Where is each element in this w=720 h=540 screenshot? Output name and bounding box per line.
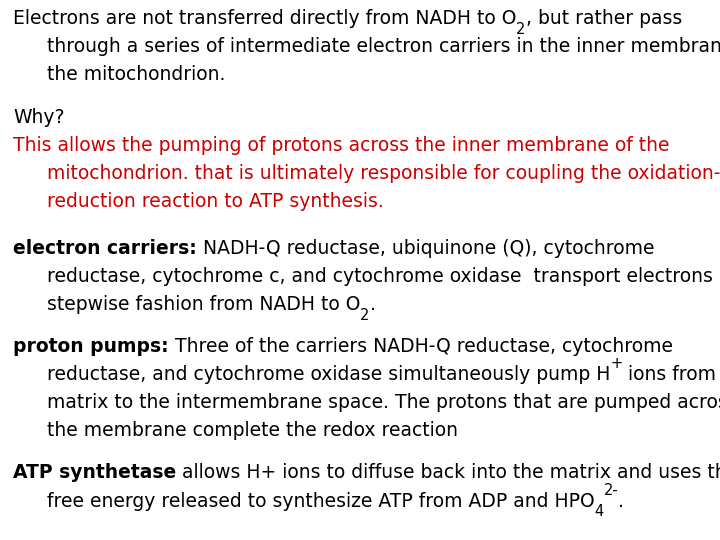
Text: allows H+ ions to diffuse back into the matrix and uses the: allows H+ ions to diffuse back into the … — [176, 463, 720, 482]
Text: 2: 2 — [516, 22, 526, 37]
Text: the mitochondrion.: the mitochondrion. — [47, 65, 225, 84]
Text: +: + — [610, 356, 622, 372]
Text: reduction reaction to ATP synthesis.: reduction reaction to ATP synthesis. — [47, 192, 384, 211]
Text: This allows the pumping of protons across the inner membrane of the: This allows the pumping of protons acros… — [13, 136, 670, 154]
Text: Three of the carriers NADH-Q reductase, cytochrome: Three of the carriers NADH-Q reductase, … — [168, 337, 672, 356]
Text: reductase, and cytochrome oxidase simultaneously pump H: reductase, and cytochrome oxidase simult… — [47, 365, 610, 384]
Text: mitochondrion. that is ultimately responsible for coupling the oxidation-: mitochondrion. that is ultimately respon… — [47, 164, 720, 183]
Text: ions from the: ions from the — [622, 365, 720, 384]
Text: .: . — [369, 295, 375, 314]
Text: free energy released to synthesize ATP from ADP and HPO: free energy released to synthesize ATP f… — [47, 491, 595, 510]
Text: electron carriers:: electron carriers: — [13, 239, 197, 258]
Text: through a series of intermediate electron carriers in the inner membrane of: through a series of intermediate electro… — [47, 37, 720, 56]
Text: NADH-Q reductase, ubiquinone (Q), cytochrome: NADH-Q reductase, ubiquinone (Q), cytoch… — [197, 239, 654, 258]
Text: Electrons are not transferred directly from NADH to O: Electrons are not transferred directly f… — [13, 9, 516, 28]
Text: 4: 4 — [595, 504, 603, 519]
Text: the membrane complete the redox reaction: the membrane complete the redox reaction — [47, 421, 458, 440]
Text: 2: 2 — [360, 308, 369, 323]
Text: stepwise fashion from NADH to O: stepwise fashion from NADH to O — [47, 295, 360, 314]
Text: , but rather pass: , but rather pass — [526, 9, 682, 28]
Text: matrix to the intermembrane space. The protons that are pumped across: matrix to the intermembrane space. The p… — [47, 393, 720, 412]
Text: reductase, cytochrome c, and cytochrome oxidase  transport electrons in a: reductase, cytochrome c, and cytochrome … — [47, 267, 720, 286]
Text: proton pumps:: proton pumps: — [13, 337, 168, 356]
Text: .: . — [618, 491, 624, 510]
Text: ATP synthetase: ATP synthetase — [13, 463, 176, 482]
Text: 2-: 2- — [603, 483, 618, 498]
Text: Why?: Why? — [13, 107, 65, 126]
